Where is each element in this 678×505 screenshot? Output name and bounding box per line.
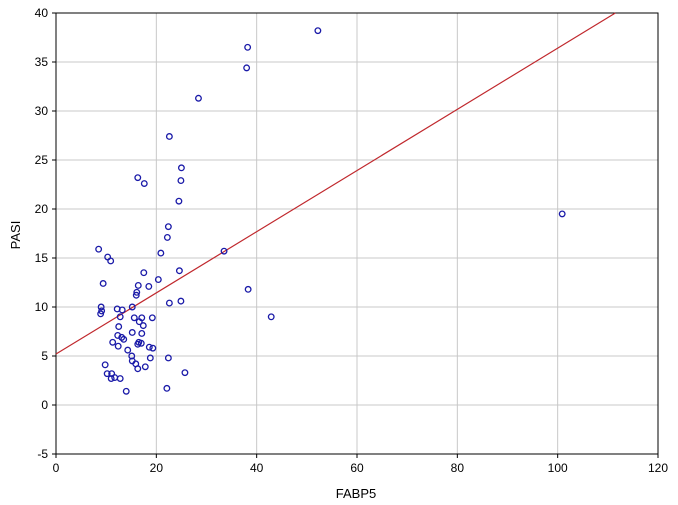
data-point [165,299,173,307]
data-point [128,303,136,311]
y-tick-label: 40 [35,6,49,20]
x-axis-label: FABP5 [336,486,376,501]
data-point [107,257,115,265]
data-point [154,276,162,284]
data-point [558,210,566,218]
y-tick-label: 0 [41,398,48,412]
data-point [177,297,185,305]
data-point [157,249,165,257]
x-tick-label: 120 [648,461,668,475]
data-point [220,247,228,255]
data-point [175,267,183,275]
data-point [118,333,126,341]
data-point [128,352,136,360]
data-point [134,340,142,348]
x-tick-label: 100 [548,461,568,475]
data-point [134,365,142,373]
data-point [101,361,109,369]
data-point [163,384,171,392]
data-point [103,370,111,378]
data-point [115,323,123,331]
data-point [132,291,140,299]
y-tick-label: 10 [35,300,49,314]
data-point [122,387,130,395]
data-point [175,197,183,205]
data-points [95,27,566,395]
x-tick-label: 0 [53,461,60,475]
y-tick-label: -5 [37,447,48,461]
data-point [130,314,138,322]
y-tick-label: 30 [35,104,49,118]
data-point [124,346,132,354]
data-point [140,269,148,277]
data-point [139,322,147,330]
x-tick-label: 40 [250,461,264,475]
data-point [145,343,153,351]
data-point [107,375,115,382]
data-point [140,180,148,187]
data-point [177,177,185,185]
data-point [97,310,105,318]
data-point [165,133,173,140]
y-tick-label: 35 [35,55,49,69]
tick-marks [52,12,659,458]
data-point [99,280,107,287]
data-point [177,164,185,172]
grid [55,12,659,455]
data-point [128,329,136,336]
data-point [118,306,126,314]
data-point [116,313,124,321]
data-point [134,281,142,289]
x-tick-label: 80 [451,461,465,475]
data-point [181,369,189,377]
data-point [134,174,142,182]
y-tick-label: 25 [35,153,49,167]
y-axis-label: PASI [8,221,23,250]
x-tick-labels: 0 20 40 60 80 100 120 [53,461,669,475]
data-point [116,375,124,382]
x-tick-label: 60 [350,461,364,475]
data-point [267,313,275,321]
data-point [149,344,157,352]
data-point [145,282,153,290]
data-point [138,330,146,337]
data-point [195,94,202,102]
data-point [244,43,252,51]
y-tick-label: 5 [41,349,48,363]
data-point [135,318,143,326]
y-tick-label: 15 [35,251,49,265]
y-tick-labels: -5 0 5 10 15 20 25 30 35 40 [35,6,49,461]
data-point [148,314,156,322]
data-point [114,342,122,350]
data-point [146,354,154,362]
data-point [109,338,117,346]
fit-line-group [55,12,616,355]
data-point [243,64,251,72]
data-point [137,339,145,347]
data-point [164,223,172,231]
data-point [314,27,322,35]
data-point [164,354,172,362]
plot-frame [55,12,659,455]
data-point [163,233,171,241]
x-tick-label: 20 [150,461,164,475]
data-point [133,288,141,296]
data-point [95,245,103,253]
data-point [97,303,105,311]
data-point [141,363,149,371]
regression-line [55,12,616,355]
data-point [120,335,128,343]
data-point [244,285,252,293]
y-tick-label: 20 [35,202,49,216]
